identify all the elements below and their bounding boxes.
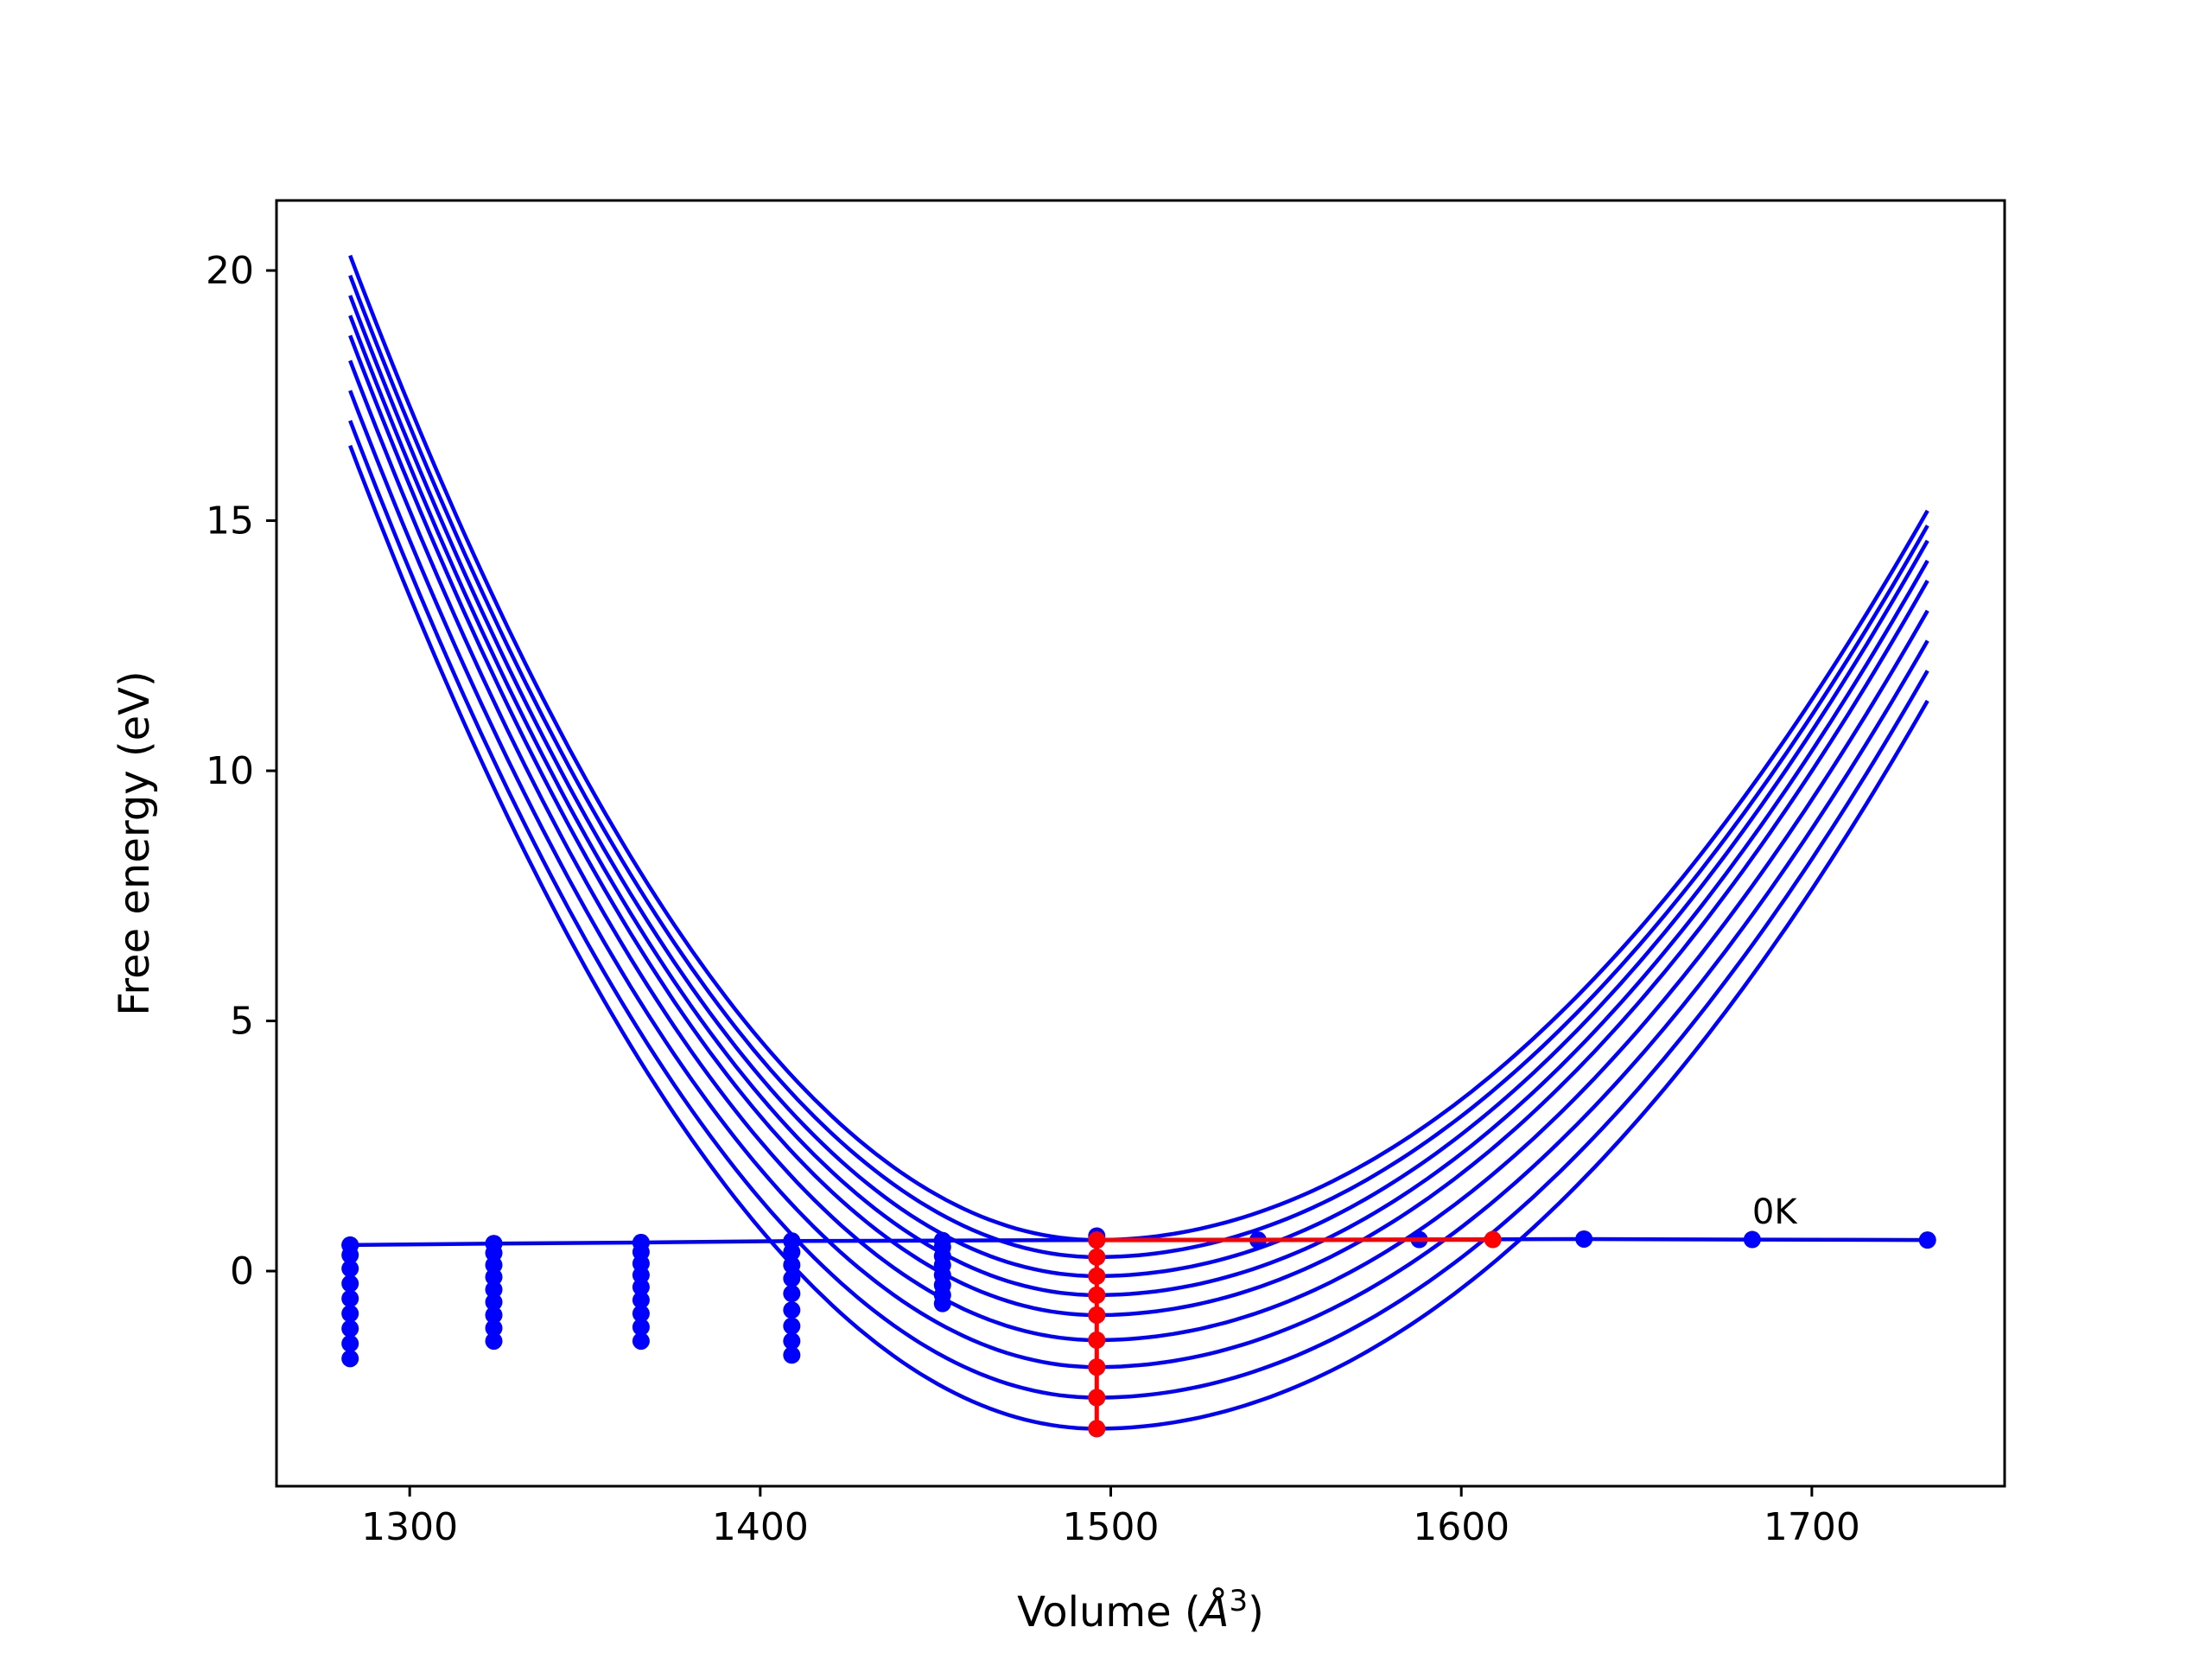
data-point-0-7 — [341, 1334, 359, 1352]
data-point-3-4 — [783, 1285, 801, 1303]
energy-curve-7 — [348, 419, 1929, 1400]
energy-curve-8 — [348, 444, 1929, 1431]
data-point-1-6 — [485, 1306, 503, 1324]
data-point-0-2 — [341, 1260, 359, 1278]
data-point-0-3 — [341, 1274, 359, 1293]
minima-point-0 — [1484, 1230, 1502, 1249]
y-tick-label-1: 5 — [230, 1000, 254, 1044]
data-point-1-8 — [485, 1332, 503, 1351]
baseline-point-4 — [933, 1231, 951, 1249]
minima-point-1 — [1088, 1231, 1106, 1249]
minima-path-line — [1094, 1237, 1493, 1429]
axes — [275, 199, 2006, 1488]
data-point-2-3 — [632, 1266, 650, 1284]
energy-curve-3 — [348, 315, 1929, 1298]
data-point-2-6 — [632, 1305, 650, 1323]
data-point-3-2 — [783, 1256, 801, 1274]
baseline-point-0 — [341, 1236, 359, 1254]
data-point-0-5 — [341, 1305, 359, 1323]
data-point-1-7 — [485, 1319, 503, 1338]
x-tick-label-1: 1400 — [712, 1505, 809, 1549]
data-point-1-3 — [485, 1268, 503, 1286]
plot-area — [341, 254, 1936, 1438]
axes-frame — [275, 199, 2006, 1488]
data-point-4-7 — [933, 1294, 951, 1313]
x-tick-label-0: 1300 — [361, 1505, 458, 1549]
minima-point-9 — [1088, 1420, 1106, 1438]
data-point-3-5 — [783, 1301, 801, 1319]
data-point-3-3 — [783, 1269, 801, 1287]
baseline-point-10 — [1918, 1231, 1936, 1249]
baseline-point-1 — [485, 1235, 503, 1253]
data-point-1-5 — [485, 1293, 503, 1311]
minima-point-6 — [1088, 1331, 1106, 1349]
y-tick-label-3: 15 — [206, 499, 254, 543]
data-point-3-7 — [783, 1332, 801, 1351]
x-tick-label-3: 1600 — [1413, 1505, 1510, 1549]
minima-point-5 — [1088, 1306, 1106, 1324]
baseline-point-3 — [783, 1232, 801, 1250]
data-point-3-8 — [783, 1346, 801, 1364]
data-point-1-4 — [485, 1281, 503, 1299]
tick-group: 1300 1400 1500 1600 1700 0 5 10 15 20 — [206, 249, 1860, 1549]
energy-curve-4 — [348, 334, 1929, 1318]
x-axis-label: Volume (Å3) — [1017, 1584, 1264, 1637]
minima-point-4 — [1088, 1286, 1106, 1304]
energy-curve-6 — [348, 390, 1929, 1370]
baseline-point-8 — [1575, 1230, 1593, 1248]
baseline-point-2 — [632, 1234, 650, 1252]
minima-point-7 — [1088, 1358, 1106, 1376]
minima-point-8 — [1088, 1389, 1106, 1407]
minima-point-2 — [1088, 1248, 1106, 1266]
data-point-0-4 — [341, 1289, 359, 1307]
data-point-0-6 — [341, 1319, 359, 1338]
data-point-2-5 — [632, 1291, 650, 1309]
y-tick-label-4: 20 — [206, 249, 254, 293]
energy-curve-0 — [348, 254, 1929, 1243]
x-tick-label-2: 1500 — [1063, 1505, 1160, 1549]
minima-point-3 — [1088, 1267, 1106, 1285]
energy-curve-1 — [348, 275, 1929, 1260]
energy-curve-2 — [348, 295, 1929, 1279]
annotation-0k: 0K — [1752, 1192, 1798, 1232]
data-point-2-8 — [632, 1332, 650, 1351]
data-point-2-4 — [632, 1278, 650, 1296]
data-point-1-2 — [485, 1256, 503, 1274]
data-point-3-6 — [783, 1317, 801, 1335]
baseline-point-9 — [1743, 1230, 1761, 1249]
data-point-0-8 — [341, 1350, 359, 1368]
energy-curve-5 — [348, 359, 1929, 1343]
data-point-2-7 — [632, 1318, 650, 1336]
y-axis-label: Free energy (eV) — [111, 671, 159, 1015]
y-tick-label-2: 10 — [206, 749, 254, 793]
y-tick-label-0: 0 — [230, 1249, 254, 1294]
x-tick-label-4: 1700 — [1764, 1505, 1860, 1549]
